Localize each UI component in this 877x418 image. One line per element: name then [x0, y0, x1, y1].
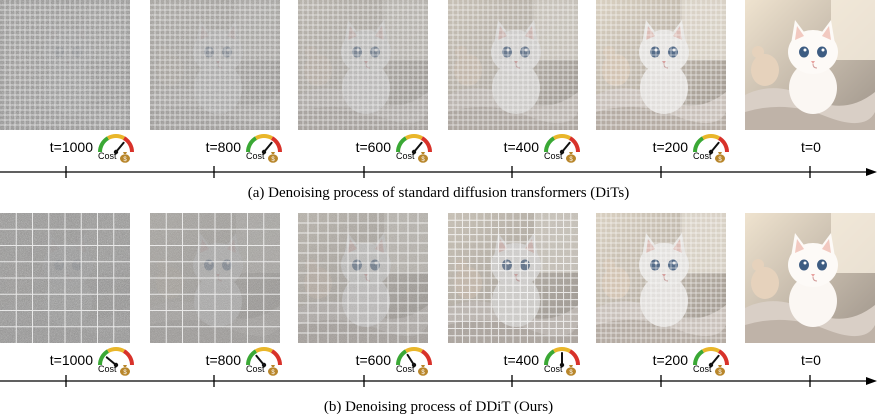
timestep-label: t=0 [801, 139, 821, 155]
denoise-image-panel [150, 213, 280, 343]
denoise-image-panel [448, 213, 578, 343]
money-bag-icon: $ [566, 152, 576, 163]
timestep-label: t=600 [355, 139, 391, 155]
axis-arrowhead [866, 377, 877, 385]
money-bag-icon: $ [715, 152, 725, 163]
cost-label: Cost [544, 364, 563, 374]
svg-text:$: $ [271, 370, 275, 376]
cost-label: Cost [246, 364, 265, 374]
timestep-label: t=200 [652, 352, 688, 368]
denoise-image-panel [745, 0, 875, 130]
cost-gauge-icon [98, 347, 134, 368]
timeline-axis-ddit [0, 375, 877, 387]
caption-ddit: (b) Denoising process of DDiT (Ours) [323, 399, 554, 415]
timestep-label: t=1000 [49, 139, 93, 155]
money-bag-icon: $ [268, 365, 278, 376]
cost-label: Cost [693, 151, 712, 161]
denoise-image-panel [596, 0, 726, 130]
timestep-label: t=600 [355, 352, 391, 368]
cost-gauge-icon [693, 347, 729, 368]
money-bag-icon: $ [418, 365, 428, 376]
cost-gauge-icon [246, 134, 282, 155]
cost-label: Cost [246, 151, 265, 161]
svg-text:$: $ [718, 370, 722, 376]
denoise-image-panel [0, 213, 130, 343]
cost-gauge-icon [396, 347, 432, 368]
money-bag-icon: $ [120, 365, 130, 376]
svg-text:$: $ [421, 157, 425, 163]
cost-gauge-icon [246, 347, 282, 368]
timestep-label: t=400 [503, 352, 539, 368]
denoise-image-panel [448, 0, 578, 130]
money-bag-icon: $ [566, 365, 576, 376]
denoise-image-panel [596, 213, 726, 343]
cost-label: Cost [98, 151, 117, 161]
money-bag-icon: $ [418, 152, 428, 163]
cost-label: Cost [98, 364, 117, 374]
axis-arrowhead [866, 168, 877, 176]
money-bag-icon: $ [120, 152, 130, 163]
money-bag-icon: $ [268, 152, 278, 163]
cost-gauge-icon [544, 134, 580, 155]
denoise-image-panel [298, 0, 428, 130]
cost-gauge-icon [544, 347, 580, 368]
svg-text:$: $ [123, 157, 127, 163]
denoise-image-panel [298, 213, 428, 343]
cost-label: Cost [544, 151, 563, 161]
cost-gauge-icon [693, 134, 729, 155]
svg-text:$: $ [569, 157, 573, 163]
denoise-image-panel [0, 0, 130, 130]
cost-label: Cost [693, 364, 712, 374]
timestep-label: t=400 [503, 139, 539, 155]
svg-text:$: $ [123, 370, 127, 376]
caption-dit: (a) Denoising process of standard diffus… [247, 185, 630, 201]
timestep-label: t=200 [652, 139, 688, 155]
denoise-image-panel [150, 0, 280, 130]
svg-text:$: $ [718, 157, 722, 163]
timeline-axis-dit [0, 166, 877, 178]
timestep-label: t=800 [205, 352, 241, 368]
timestep-label: t=800 [205, 139, 241, 155]
cost-label: Cost [396, 364, 415, 374]
cost-label: Cost [396, 151, 415, 161]
svg-text:$: $ [421, 370, 425, 376]
denoise-image-panel [745, 213, 875, 343]
timestep-label: t=1000 [49, 352, 93, 368]
money-bag-icon: $ [715, 365, 725, 376]
svg-text:$: $ [569, 370, 573, 376]
cost-gauge-icon [396, 134, 432, 155]
cost-gauge-icon [98, 134, 134, 155]
svg-text:$: $ [271, 157, 275, 163]
timestep-label: t=0 [801, 352, 821, 368]
